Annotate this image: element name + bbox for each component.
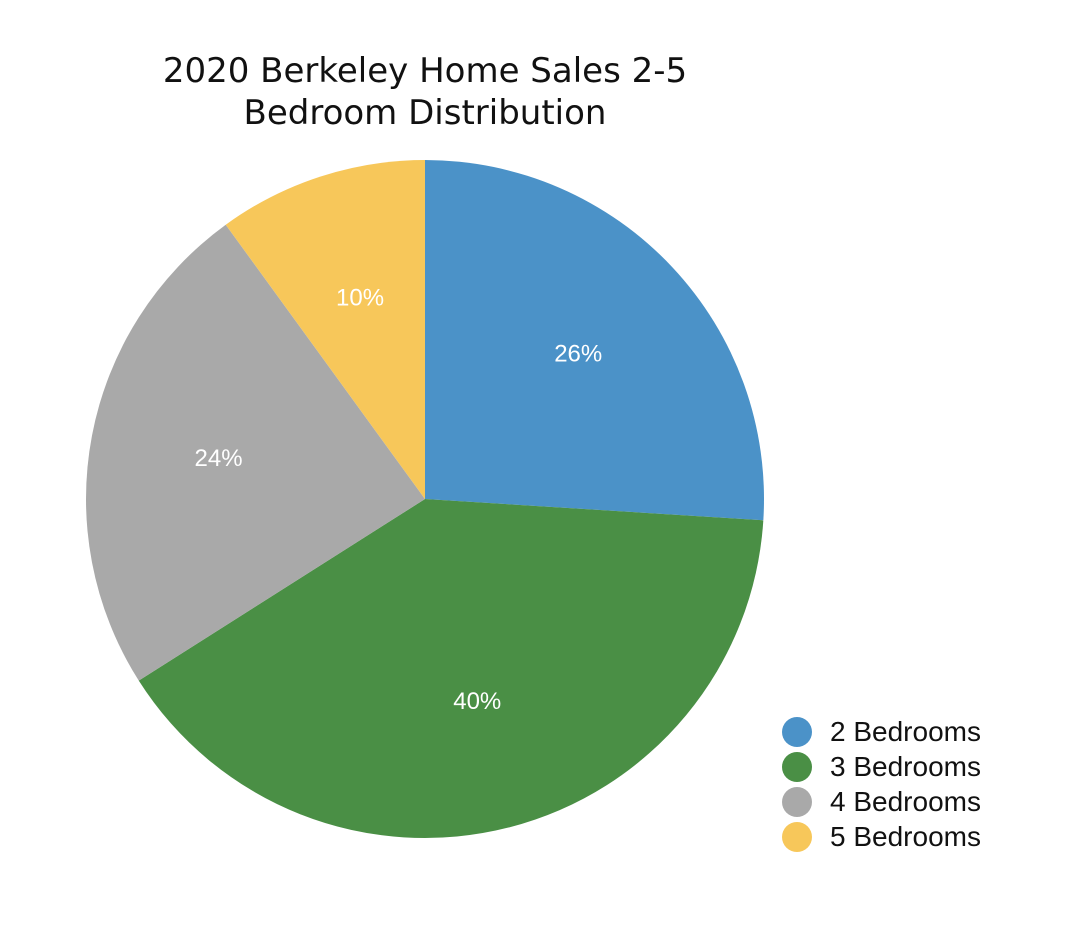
- legend-swatch-5-bedrooms: [782, 821, 812, 852]
- legend-item-5-bedrooms: 5 Bedrooms: [782, 819, 981, 854]
- legend-swatch-4-bedrooms: [782, 786, 812, 817]
- legend: 2 Bedrooms 3 Bedrooms 4 Bedrooms 5 Bedro…: [782, 714, 981, 854]
- pie-slice-labels: 26% 40% 24% 10%: [195, 284, 603, 714]
- legend-item-3-bedrooms: 3 Bedrooms: [782, 749, 981, 784]
- legend-swatch-2-bedrooms: [782, 716, 812, 747]
- legend-item-4-bedrooms: 4 Bedrooms: [782, 784, 981, 819]
- chart-title-line-1: 2020 Berkeley Home Sales 2-5: [162, 51, 688, 91]
- pie-slice-4-bedrooms: [86, 224, 425, 681]
- legend-item-2-bedrooms: 2 Bedrooms: [782, 714, 981, 749]
- slice-value-label-4-bedrooms: 24%: [195, 445, 243, 472]
- legend-label-4-bedrooms: 4 Bedrooms: [830, 785, 981, 817]
- slice-value-label-2-bedrooms: 26%: [554, 340, 602, 367]
- legend-swatch-3-bedrooms: [782, 751, 812, 782]
- chart-title-line-2: Bedroom Distribution: [243, 93, 607, 133]
- slice-value-label-3-bedrooms: 40%: [453, 688, 501, 715]
- pie-slice-3-bedrooms: [138, 499, 764, 839]
- pie-slice-2-bedrooms: [425, 160, 764, 521]
- pie-slice-5-bedrooms: [225, 160, 425, 499]
- chart-title: 2020 Berkeley Home Sales 2-5 Bedroom Dis…: [85, 50, 765, 134]
- legend-label-2-bedrooms: 2 Bedrooms: [830, 715, 981, 747]
- legend-label-5-bedrooms: 5 Bedrooms: [830, 820, 981, 852]
- pie-slices: [86, 160, 764, 839]
- legend-label-3-bedrooms: 3 Bedrooms: [830, 750, 981, 782]
- slice-value-label-5-bedrooms: 10%: [336, 284, 384, 311]
